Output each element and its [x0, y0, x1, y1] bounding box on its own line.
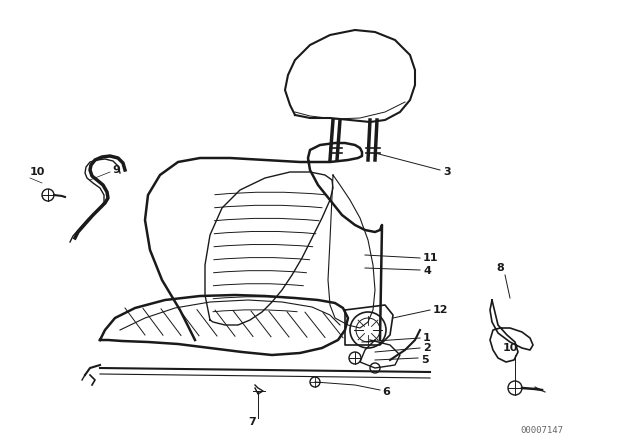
Text: 5: 5: [421, 355, 429, 365]
Text: 00007147: 00007147: [520, 426, 563, 435]
Text: 10: 10: [502, 343, 518, 353]
Text: 12: 12: [433, 305, 449, 315]
Text: 7: 7: [248, 417, 256, 427]
Text: 9: 9: [112, 165, 120, 175]
Text: 11: 11: [423, 253, 438, 263]
Text: 8: 8: [496, 263, 504, 273]
Text: 6: 6: [382, 387, 390, 397]
Text: 2: 2: [423, 343, 431, 353]
Text: 3: 3: [443, 167, 451, 177]
Text: 1: 1: [423, 333, 431, 343]
Text: 10: 10: [30, 167, 45, 177]
Text: 4: 4: [423, 266, 431, 276]
